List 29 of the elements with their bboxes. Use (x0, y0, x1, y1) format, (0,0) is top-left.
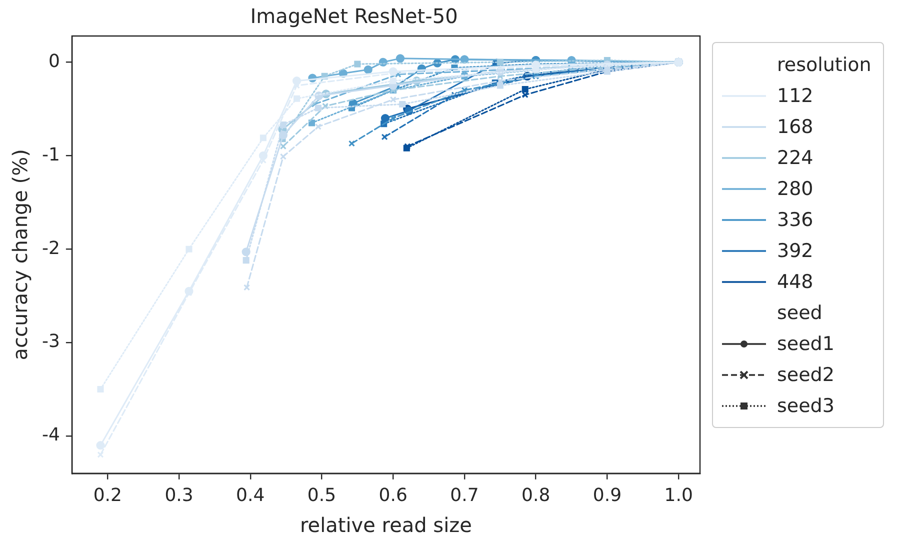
y-tick-label: -3 (42, 331, 60, 352)
y-tick-label: -1 (42, 144, 60, 166)
x-tick-label: 0.7 (450, 484, 479, 506)
x-tick-label: 0.2 (93, 484, 122, 506)
chart-title: ImageNet ResNet-50 (250, 4, 458, 28)
text: seed2 (777, 364, 834, 386)
text: seed1 (777, 332, 834, 354)
y-axis-title: accuracy change (%) (8, 149, 32, 360)
x-tick-label: 1.0 (664, 484, 693, 506)
x-tick-label: 0.4 (236, 484, 265, 506)
text: seed3 (777, 394, 834, 416)
x-tick-label: 0.5 (307, 484, 336, 506)
y-tick-label: -2 (42, 238, 60, 259)
x-tick-label: 0.6 (378, 484, 408, 506)
x-axis-title: relative read size (300, 513, 472, 538)
legend-label: 448 (777, 270, 814, 292)
x-tick-label: 0.3 (164, 484, 194, 506)
legend-label: 336 (777, 208, 814, 230)
legend-label: 112 (777, 84, 814, 106)
legend-label: 280 (777, 178, 814, 200)
legend-label: 392 (777, 240, 814, 262)
x-tick-label: 0.9 (592, 484, 622, 506)
text: seed (777, 302, 822, 324)
x-tick-label: 0.8 (522, 484, 550, 506)
legend-label: 224 (777, 146, 814, 168)
y-tick-label: -4 (42, 424, 60, 446)
y-tick-label: 0 (48, 50, 60, 72)
legend-title: resolution (777, 54, 872, 76)
legend-label: 168 (777, 116, 814, 138)
